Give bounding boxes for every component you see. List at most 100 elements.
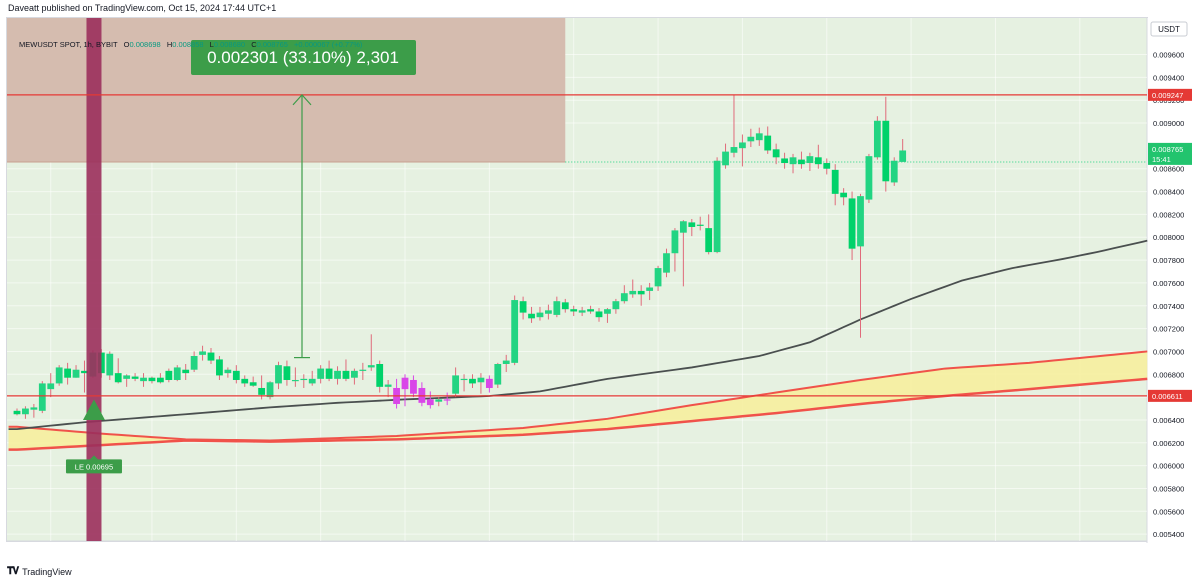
legend-change: +0.000067 (+0.77%) — [294, 40, 363, 49]
candle-body — [30, 407, 38, 410]
price-tick-label: 0.008600 — [1153, 165, 1184, 174]
price-tick-label: 0.007600 — [1153, 279, 1184, 288]
candle-body — [367, 365, 375, 368]
entry-label-box — [65, 459, 122, 474]
candle-body — [291, 379, 299, 382]
upper-level-tag-text: 0.009247 — [1152, 91, 1183, 100]
candle-body — [679, 221, 687, 233]
grid-layer — [7, 18, 1147, 541]
candle-body — [722, 151, 729, 166]
candle-body — [123, 375, 131, 379]
legend-close: 0.008765 — [256, 40, 288, 49]
candle-body — [536, 312, 544, 318]
candle-body — [376, 364, 384, 387]
candle-body — [140, 377, 147, 382]
band-layer — [8, 350, 1148, 451]
candle-body — [663, 253, 670, 273]
legend-close-label: C — [251, 40, 257, 49]
footer-brand: TradingView — [22, 566, 72, 577]
legend-low: 0.008680 — [213, 40, 246, 49]
candle-body — [772, 149, 780, 158]
candle-body — [688, 222, 696, 227]
candle-body — [325, 368, 333, 379]
candles-layer — [13, 94, 907, 419]
candle-body — [713, 160, 721, 253]
candle-body — [705, 228, 713, 253]
price-tick-label: 0.007400 — [1153, 302, 1184, 311]
candle-body — [477, 377, 485, 383]
candle-body — [848, 198, 856, 249]
candle-body — [426, 399, 434, 406]
price-tick-label: 0.008200 — [1153, 210, 1184, 219]
candle-body — [747, 136, 755, 142]
candle-body — [899, 150, 907, 162]
candle-body — [81, 370, 88, 374]
candle-body — [72, 369, 80, 378]
candle-body — [266, 382, 274, 398]
entry-label-text: LE 0.00695 — [75, 462, 113, 471]
legend-open: 0.008698 — [129, 40, 161, 49]
candle-body — [519, 301, 527, 313]
chart-area[interactable]: 0.002301 (33.10%) 2,301 LE 0.00695 0.0054… — [6, 17, 1195, 543]
candle-body — [359, 369, 367, 371]
candle-body — [671, 230, 679, 254]
candle-body — [806, 156, 814, 164]
candle-body — [384, 384, 392, 387]
currency-label: USDT — [1158, 25, 1180, 34]
candle-body — [553, 301, 561, 315]
price-axis-layer: 0.005400 0.005600 0.005800 0.006000 0.006200… — [1148, 21, 1192, 539]
measure-tooltip-box — [191, 40, 416, 75]
candle-body — [342, 370, 350, 379]
candle-body — [452, 375, 460, 394]
candle-body — [283, 366, 291, 380]
candle-body — [865, 156, 873, 200]
candle-body — [275, 365, 282, 384]
measure-tooltip-text: 0.002301 (33.10%) 2,301 — [207, 48, 399, 67]
candle-body — [308, 378, 316, 384]
entry-triangle-icon — [82, 399, 105, 420]
candle-body — [47, 383, 55, 390]
footer: 𝐓𝐕 TradingView — [7, 566, 72, 577]
candle-body — [730, 147, 738, 153]
candle-body — [494, 364, 502, 385]
candle-body — [587, 309, 594, 312]
ema-line — [8, 239, 1148, 430]
measure-arrow-head — [292, 93, 312, 106]
candle-body — [511, 300, 519, 363]
price-tick-label: 0.007000 — [1153, 347, 1184, 356]
price-tick-label: 0.006200 — [1153, 439, 1184, 448]
candle-body — [300, 378, 308, 381]
candle-body — [890, 160, 898, 183]
candle-body — [823, 163, 831, 169]
candle-body — [840, 192, 848, 198]
candle-body — [570, 309, 578, 312]
candle-body — [131, 376, 139, 379]
legend-symbol: MEWUSDT SPOT, 1h, BYBIT — [19, 40, 118, 49]
lower-level-tag-text: 0.006611 — [1152, 392, 1183, 401]
candle-body — [561, 302, 569, 310]
candle-body — [528, 313, 535, 319]
annotation-layer: 0.002301 (33.10%) 2,301 LE 0.00695 — [7, 18, 1147, 541]
candle-body — [578, 310, 586, 313]
lower-level-tag — [1148, 389, 1192, 402]
legend-open-label: O — [123, 40, 130, 49]
last-price-tag-text: 0.008765 — [1152, 145, 1183, 154]
price-tick-label: 0.005600 — [1153, 507, 1184, 516]
price-tick-label: 0.005400 — [1153, 530, 1184, 539]
candle-body — [654, 268, 662, 287]
price-tick-label: 0.006400 — [1153, 416, 1184, 425]
candle-body — [857, 196, 864, 247]
price-chart[interactable]: 0.002301 (33.10%) 2,301 LE 0.00695 0.0054… — [7, 18, 1195, 543]
candle-body — [156, 377, 164, 383]
candle-body — [216, 359, 223, 376]
price-tick-label: 0.005800 — [1153, 484, 1184, 493]
candle-body — [485, 378, 493, 388]
candle-body — [739, 142, 746, 149]
legend-high-label: H — [166, 40, 173, 49]
candle-body — [207, 352, 215, 361]
candle-body — [258, 387, 266, 395]
publisher-header: Daveatt published on TradingView.com, Oc… — [8, 3, 277, 13]
candle-body — [637, 290, 645, 295]
candle-body — [469, 378, 476, 384]
candle-body — [604, 309, 611, 314]
